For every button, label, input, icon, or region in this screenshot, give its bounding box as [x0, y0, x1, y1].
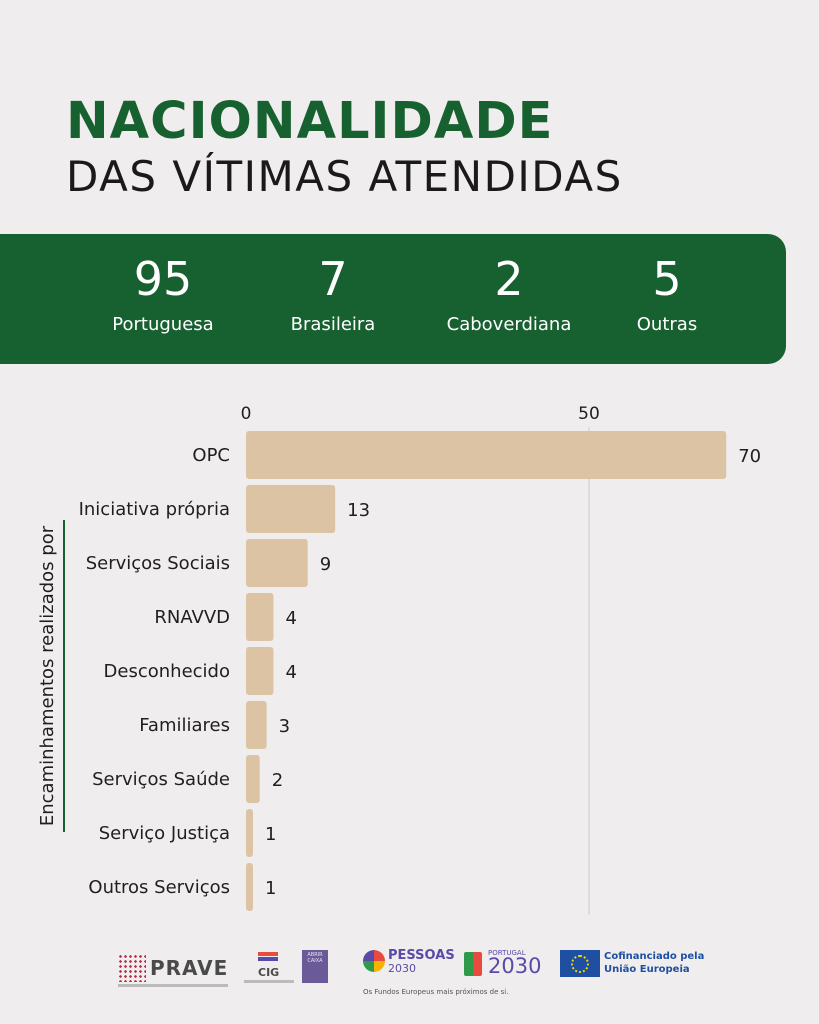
stat-value: 7	[318, 252, 348, 306]
category-label: Outros Serviços	[88, 877, 230, 898]
category-label: Serviços Sociais	[86, 553, 230, 574]
portugal-2030-logo-icon	[464, 952, 482, 976]
cig-logo-text: CIG	[258, 966, 280, 979]
stat-value: 95	[133, 252, 193, 306]
category-label: Iniciativa própria	[79, 499, 230, 520]
x-tick-label: 0	[241, 404, 252, 424]
stat-label: Portuguesa	[112, 314, 214, 335]
page-title: NACIONALIDADE	[66, 92, 554, 151]
category-label: Desconhecido	[104, 661, 230, 682]
stat-caboverdiana: 2 Caboverdiana	[414, 252, 604, 335]
stat-value: 2	[494, 252, 524, 306]
bar	[246, 755, 260, 803]
eu-flag-icon	[560, 950, 600, 977]
y-axis-title: Encaminhamentos realizados por	[37, 525, 58, 826]
data-label: 2	[272, 770, 283, 791]
stat-brasileira: 7 Brasileira	[238, 252, 428, 335]
eu-line-1: Cofinanciado pela	[604, 951, 705, 962]
bar	[246, 863, 253, 911]
prave-logo-icon	[118, 954, 146, 982]
prave-logo-subtext	[118, 984, 228, 987]
category-label: OPC	[192, 445, 230, 466]
eu-cofinancing-text: Cofinanciado pela União Europeia	[604, 950, 704, 976]
portugal-2030-number: 2030	[488, 954, 542, 978]
stat-label: Brasileira	[290, 314, 376, 335]
cig-logo-subtext	[244, 980, 294, 983]
data-label: 13	[347, 500, 370, 521]
eu-line-2: União Europeia	[604, 964, 690, 975]
category-label: Serviço Justiça	[99, 823, 230, 844]
stat-label: Outras	[636, 314, 698, 335]
bar	[246, 593, 274, 641]
category-label: Familiares	[139, 715, 230, 736]
data-label: 4	[285, 662, 296, 683]
x-tick-label: 50	[578, 404, 600, 424]
pessoas-logo-text: PESSOAS	[388, 948, 455, 963]
data-label: 3	[279, 716, 290, 737]
bar	[246, 647, 274, 695]
pessoas-logo-number: 2030	[388, 962, 416, 975]
nationality-banner: 95 Portuguesa 7 Brasileira 2 Caboverdian…	[0, 234, 786, 364]
category-label: Serviços Saúde	[92, 769, 230, 790]
bar	[246, 809, 253, 857]
stat-label: Caboverdiana	[446, 314, 572, 335]
page-subtitle: DAS VÍTIMAS ATENDIDAS	[66, 152, 623, 201]
bar	[246, 701, 267, 749]
fundos-tagline: Os Fundos Europeus mais próximos de si.	[363, 988, 509, 996]
stat-portuguesa: 95 Portuguesa	[68, 252, 258, 335]
data-label: 1	[265, 878, 276, 899]
bar	[246, 431, 727, 479]
prave-logo-text: PRAVE	[150, 956, 229, 980]
stat-value: 5	[652, 252, 682, 306]
cig-logo-icon	[258, 952, 278, 966]
category-label: RNAVVD	[154, 607, 230, 628]
data-label: 4	[285, 608, 296, 629]
data-label: 1	[265, 824, 276, 845]
pessoas-logo-icon	[363, 950, 385, 972]
portugal-2030-small: PORTUGAL	[488, 949, 526, 957]
data-label: 9	[320, 554, 331, 575]
sponsor-logos: PRAVE CIG ABRIR CAIXA PESSOAS 2030 Os Fu…	[0, 940, 819, 1010]
stat-outras: 5 Outras	[572, 252, 762, 335]
abrir-caixa-logo: ABRIR CAIXA	[302, 950, 328, 983]
bar	[246, 485, 336, 533]
bar	[246, 539, 308, 587]
data-label: 70	[738, 446, 761, 467]
